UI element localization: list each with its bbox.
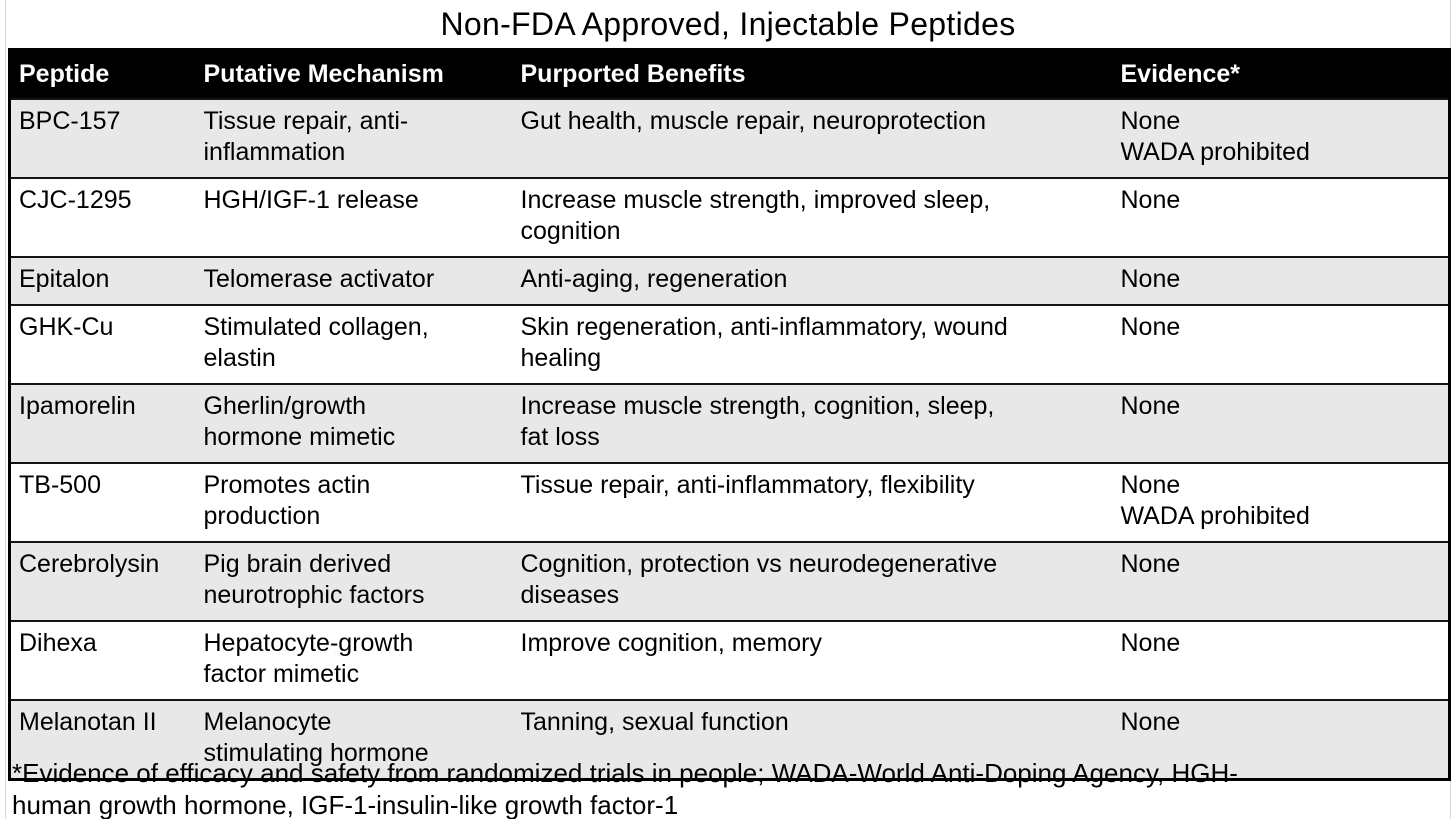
cell-mechanism: Pig brain derived neurotrophic factors	[203, 550, 425, 609]
cell-benefits: Cognition, protection vs neurodegenerati…	[520, 550, 998, 609]
cell-mechanism: Hepatocyte-growth factor mimetic	[203, 629, 414, 688]
cell-peptide: BPC-157	[19, 107, 121, 135]
cell-benefits: Gut health, muscle repair, neuroprotecti…	[520, 107, 987, 135]
cell-evidence: None	[1120, 550, 1181, 578]
footnote: *Evidence of efficacy and safety from ra…	[12, 758, 1238, 819]
table-row: TB-500 Promotes actin production Tissue …	[9, 463, 1450, 542]
cell-evidence: None WADA prohibited	[1120, 107, 1310, 166]
cell-benefits: Tissue repair, anti-inflammatory, flexib…	[520, 471, 975, 499]
cell-peptide: Cerebrolysin	[19, 550, 160, 578]
table-row: GHK-Cu Stimulated collagen, elastin Skin…	[9, 305, 1450, 384]
cell-peptide: Epitalon	[19, 265, 110, 293]
cell-benefits: Increase muscle strength, cognition, sle…	[520, 392, 995, 451]
column-header-evidence: Evidence*	[1110, 49, 1450, 99]
cell-peptide: Ipamorelin	[19, 392, 136, 420]
cell-evidence: None	[1120, 392, 1181, 420]
cell-peptide: Dihexa	[19, 629, 97, 657]
table-row: Dihexa Hepatocyte-growth factor mimetic …	[9, 621, 1450, 700]
cell-benefits: Improve cognition, memory	[520, 629, 823, 657]
peptides-table: Peptide Putative Mechanism Purported Ben…	[8, 48, 1451, 781]
cell-peptide: GHK-Cu	[19, 313, 114, 341]
table-row: Cerebrolysin Pig brain derived neurotrop…	[9, 542, 1450, 621]
column-header-benefits: Purported Benefits	[510, 49, 1111, 99]
cell-benefits: Increase muscle strength, improved sleep…	[520, 186, 991, 245]
cell-peptide: TB-500	[19, 471, 101, 499]
cell-mechanism: Tissue repair, anti- inflammation	[203, 107, 409, 166]
table-header-row: Peptide Putative Mechanism Purported Ben…	[9, 49, 1450, 99]
cell-mechanism: Gherlin/growth hormone mimetic	[203, 392, 396, 451]
cell-peptide: Melanotan II	[19, 708, 157, 736]
cell-mechanism: Promotes actin production	[203, 471, 371, 530]
column-header-mechanism: Putative Mechanism	[193, 49, 511, 99]
cell-evidence: None	[1120, 629, 1181, 657]
cell-mechanism: Telomerase activator	[203, 265, 435, 293]
cell-mechanism: HGH/IGF-1 release	[203, 186, 419, 214]
cell-evidence: None	[1120, 265, 1181, 293]
cell-benefits: Tanning, sexual function	[520, 708, 789, 736]
cell-evidence: None	[1120, 186, 1181, 214]
cell-benefits: Skin regeneration, anti-inflammatory, wo…	[520, 313, 1008, 372]
table-row: BPC-157 Tissue repair, anti- inflammatio…	[9, 99, 1450, 178]
cell-evidence: None WADA prohibited	[1120, 471, 1310, 530]
column-header-peptide: Peptide	[9, 49, 194, 99]
cell-benefits: Anti-aging, regeneration	[520, 265, 788, 293]
cell-evidence: None	[1120, 708, 1181, 736]
page-title: Non-FDA Approved, Injectable Peptides	[440, 6, 1016, 42]
cell-mechanism: Stimulated collagen, elastin	[203, 313, 429, 372]
table-row: Melanotan II Melanocyte stimulating horm…	[9, 700, 1450, 780]
cell-mechanism: Melanocyte stimulating hormone	[203, 708, 429, 767]
cell-peptide: CJC-1295	[19, 186, 132, 214]
table-row: Epitalon Telomerase activator Anti-aging…	[9, 257, 1450, 305]
table-row: Ipamorelin Gherlin/growth hormone mimeti…	[9, 384, 1450, 463]
table-row: CJC-1295 HGH/IGF-1 release Increase musc…	[9, 178, 1450, 257]
page-left-edge	[5, 0, 6, 819]
cell-evidence: None	[1120, 313, 1181, 341]
